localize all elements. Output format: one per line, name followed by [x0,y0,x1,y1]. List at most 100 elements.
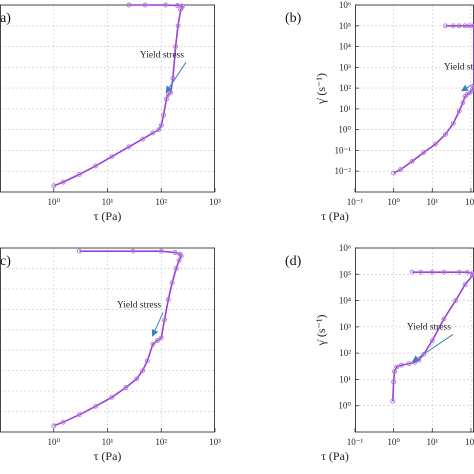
data-point [158,122,164,128]
data-point [399,362,404,368]
panel-d: 10⁻¹ 10⁰ 10¹ 10² 10⁰ 10¹ 10² 10³ 10⁴ 10⁵ 10⁶ τ (Pa)… [285,243,474,463]
panel-c: 10⁰ 10¹ 10² 10³ τ (Pa) c) Yield stress [0,247,221,463]
x-tick-label: 10⁰ [47,437,60,447]
data-point [462,23,468,29]
data-point [467,90,473,96]
x-tick-label: 10² [155,197,167,207]
data-point [173,44,179,50]
data-point [150,341,156,347]
annotation-text: Yield stress [117,301,161,311]
data-point [177,251,183,257]
y-tick-label: 10⁶ [339,243,351,253]
x-tick-label: 10⁰ [387,197,400,207]
data-point [51,183,57,189]
y-axis-title: γ̇ (s⁻¹) [314,73,328,105]
panel-label: a) [0,11,11,26]
data-point [391,379,397,385]
data-point [76,412,82,418]
data-point [155,338,160,343]
data-point [144,358,150,364]
x-tick-label: 10¹ [426,437,438,447]
data-point [51,423,57,429]
data-point [109,394,115,400]
data-point [142,2,148,8]
y-tick-label: 10³ [339,62,351,72]
data-point [392,369,397,374]
data-point [471,23,474,29]
data-point [130,248,136,254]
data-point [462,282,468,288]
data-point [418,269,424,275]
y-tick-label: 10⁶ [339,0,351,10]
data-point [429,338,435,344]
y-tick-label: 10⁰ [338,401,351,411]
data-point [421,150,427,155]
data-point [170,75,176,81]
data-point [163,2,168,8]
data-point [441,269,447,275]
annotation-text: Yield stress [407,322,451,332]
data-point [429,269,435,275]
data-point [390,398,396,404]
y-tick-label: 10² [339,348,351,358]
data-point [471,271,474,277]
x-tick-label: 10⁰ [387,437,400,447]
data-point [460,100,466,106]
data-point [126,144,132,150]
data-point [470,86,474,92]
y-axis-title: γ̇ (s⁻¹) [314,315,328,347]
series-line [393,25,474,174]
data-point [443,131,448,137]
x-tick-label: 10¹ [102,197,114,207]
x-axis-title: τ (Pa) [321,449,349,463]
data-point [140,368,146,374]
data-point [126,2,132,8]
data-point [391,170,397,176]
data-point [464,269,470,275]
data-point [169,280,175,286]
data-point [162,317,167,323]
data-point [398,167,403,173]
data-point [76,171,82,177]
annotation-arrow [151,312,164,337]
data-point [93,403,99,409]
data-point [394,364,400,370]
data-point [450,23,456,29]
annotation-arrow [411,333,454,363]
data-point [174,3,180,8]
data-point [60,179,66,185]
data-point [176,257,182,263]
x-tick-label: 10³ [209,197,221,207]
data-point [60,419,66,425]
panel-a: 10⁰ 10¹ 10² 10³ τ (Pa) a) Yield stress [0,2,221,223]
data-point [450,120,456,126]
x-tick-label: 10² [465,437,474,447]
x-tick-label: 10¹ [426,197,438,207]
data-point [172,250,178,255]
data-point [158,335,164,341]
data-point [140,136,146,142]
data-point [76,248,82,254]
y-tick-label: 10¹ [339,104,351,114]
panel-label: c) [0,254,11,269]
data-point [432,141,438,147]
x-tick-label: 10² [465,197,474,207]
x-tick-label: 10³ [209,437,221,447]
y-tick-label: 10³ [339,322,351,332]
data-point [158,248,164,254]
data-point [165,297,171,303]
plot-frame [355,247,474,433]
x-axis-title: τ (Pa) [94,449,122,463]
y-tick-label: 10⁴ [339,42,351,52]
data-point [471,84,474,90]
data-point [409,158,415,164]
data-point [470,23,474,29]
data-point [456,269,462,275]
y-tick-label: 10¹ [339,374,351,384]
x-axis-title: τ (Pa) [321,209,349,223]
data-point [406,361,412,367]
y-tick-label: 10⁵ [339,269,351,279]
data-point [441,316,447,322]
annotation-text: Yield stress [444,62,474,72]
